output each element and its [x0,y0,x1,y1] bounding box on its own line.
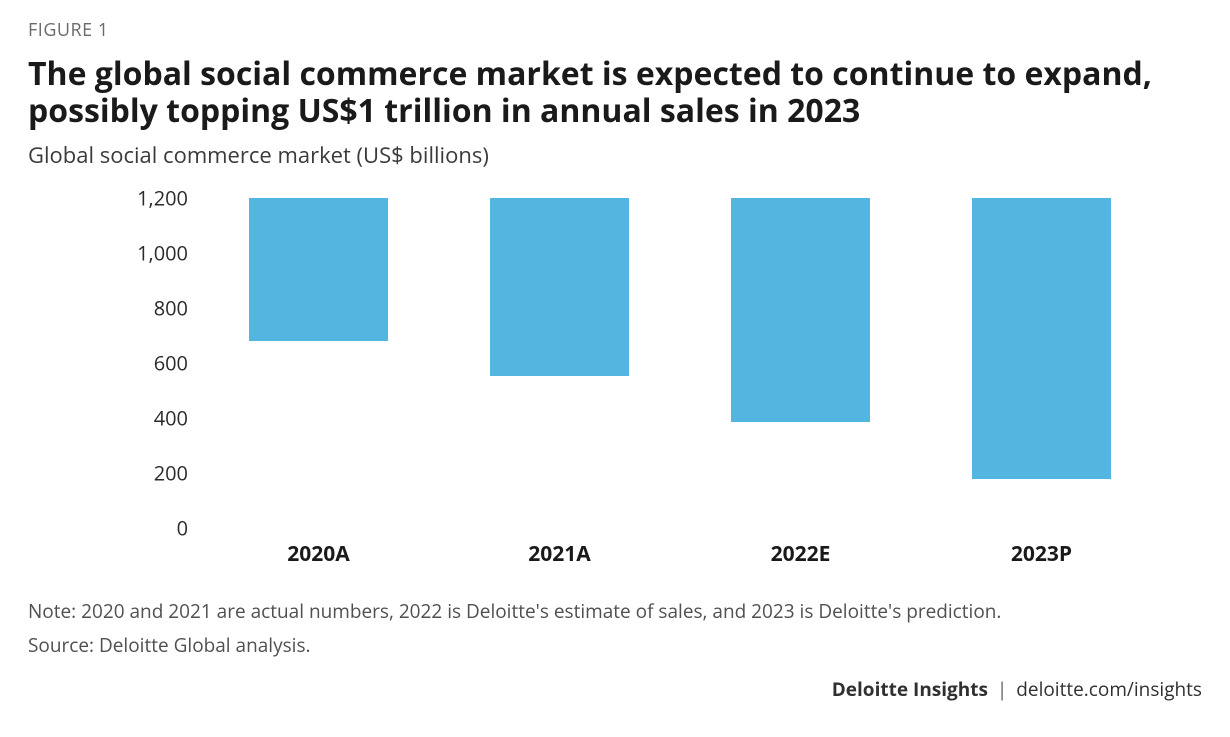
plot-area: 02004006008001,0001,200 [198,198,1162,528]
bar-chart: 02004006008001,0001,200 2020A2021A2022E2… [28,188,1202,558]
y-tick-label: 400 [98,404,188,431]
y-tick-label: 200 [98,459,188,486]
bar [731,198,871,422]
chart-source: Source: Deloitte Global analysis. [28,632,1202,658]
x-axis-label: 2021A [439,540,680,568]
chart-wrap: 02004006008001,0001,200 2020A2021A2022E2… [28,178,1202,727]
bar-slot [439,198,680,528]
brand-separator: | [997,676,1007,702]
bar [972,198,1112,480]
y-tick-label: 1,200 [98,184,188,211]
figure-label: FIGURE 1 [28,18,1202,42]
x-axis-label: 2022E [680,540,921,568]
bar [249,198,389,341]
figure-container: FIGURE 1 The global social commerce mark… [0,0,1230,737]
bar-slot [198,198,439,528]
chart-title: The global social commerce market is exp… [28,56,1202,130]
y-tick-label: 0 [98,514,188,541]
bar-slot [921,198,1162,528]
brand-url: deloitte.com/insights [1016,676,1202,702]
bars-group [198,198,1162,528]
x-axis-labels: 2020A2021A2022E2023P [198,540,1162,568]
brand-name: Deloitte Insights [832,676,988,702]
brand-row: Deloitte Insights | deloitte.com/insight… [28,676,1202,702]
x-axis-label: 2020A [198,540,439,568]
x-axis-label: 2023P [921,540,1162,568]
y-tick-label: 800 [98,294,188,321]
brand-attribution: Deloitte Insights | deloitte.com/insight… [832,676,1202,702]
y-tick-label: 1,000 [98,239,188,266]
chart-subtitle: Global social commerce market (US$ billi… [28,140,1202,170]
bar-slot [680,198,921,528]
chart-note: Note: 2020 and 2021 are actual numbers, … [28,598,1202,624]
y-tick-label: 600 [98,349,188,376]
bar [490,198,630,377]
